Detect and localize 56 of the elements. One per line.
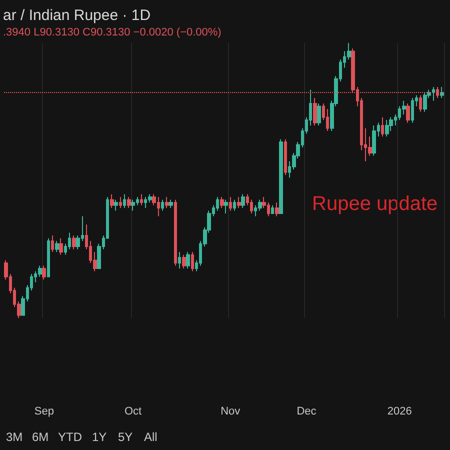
x-tick-label: Dec [296, 406, 317, 418]
candlestick [233, 199, 236, 212]
candlestick [191, 252, 194, 272]
candlestick [165, 196, 169, 208]
candlestick [406, 103, 410, 124]
chart-title: ar / Indian Rupee · 1D [3, 7, 151, 24]
text: 5Y [118, 430, 133, 444]
candlestick [224, 199, 228, 214]
text: 3M [6, 430, 23, 444]
candlestick [161, 199, 164, 212]
candlestick [140, 194, 143, 206]
candlestick [47, 238, 50, 278]
candlestick [385, 120, 389, 137]
candlestick [411, 98, 414, 124]
text: All [144, 430, 158, 444]
x-tick-label: Nov [220, 406, 241, 418]
candlestick [131, 199, 135, 212]
candlestick [42, 265, 46, 280]
text: YTD [58, 430, 82, 444]
candlestick [229, 196, 232, 212]
candlestick [423, 92, 427, 112]
candlestick [275, 202, 279, 217]
candlestick [419, 94, 422, 112]
candlestick [220, 196, 224, 208]
candlestick [178, 252, 181, 269]
candlestick [284, 138, 287, 176]
candlestick [55, 240, 59, 252]
candlestick [123, 194, 126, 208]
candlestick [114, 199, 118, 212]
candlestick [440, 86, 444, 98]
x-tick-label: Oct [124, 406, 142, 418]
candlestick [174, 199, 177, 266]
candlestick [119, 196, 122, 208]
candlestick [271, 204, 274, 214]
candlestick [313, 98, 317, 126]
candlestick [59, 238, 63, 256]
candlestick [432, 86, 435, 102]
candlestick [381, 116, 384, 137]
text: 1Y [92, 430, 107, 444]
annotation: Rupee update [312, 193, 438, 215]
candlestick [241, 194, 245, 208]
x-tick-label: Sep [34, 406, 54, 418]
chart-subtitle: .3940 L90.3130 C90.3130 −0.0020 (−0.00%) [3, 26, 222, 38]
candlestick [372, 125, 376, 156]
candlestick [72, 235, 76, 250]
candlestick [182, 254, 186, 269]
candlestick [51, 235, 54, 252]
candlestick [279, 138, 283, 214]
candlestick [110, 194, 114, 208]
text: 6M [32, 430, 49, 444]
candlestick [317, 103, 321, 126]
candlestick [237, 196, 241, 208]
x-tick-label: 2026 [387, 406, 412, 418]
candlestick [169, 199, 173, 208]
candlestick [127, 196, 131, 208]
candlestick [186, 252, 190, 269]
